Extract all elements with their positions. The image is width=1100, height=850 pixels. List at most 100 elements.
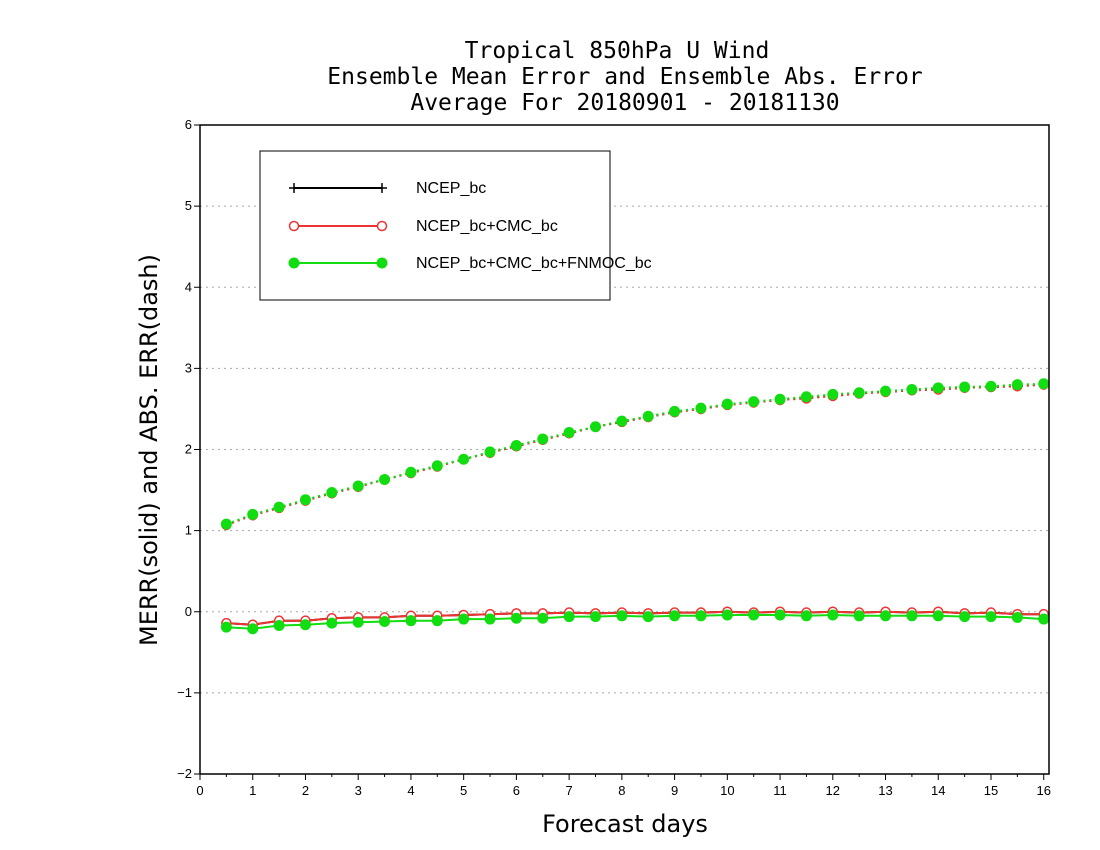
data-point xyxy=(589,421,601,433)
y-tick-label: 2 xyxy=(185,442,192,457)
y-tick-label: 4 xyxy=(185,279,192,294)
data-point xyxy=(288,220,300,232)
data-point xyxy=(458,453,470,465)
data-point xyxy=(299,494,311,506)
y-tick-label: −1 xyxy=(177,685,192,700)
data-point xyxy=(695,402,707,414)
data-point xyxy=(537,612,549,624)
data-point xyxy=(985,380,997,392)
data-point xyxy=(273,620,285,632)
data-point xyxy=(288,257,300,269)
data-point xyxy=(906,383,918,395)
data-point xyxy=(932,382,944,394)
data-point xyxy=(510,612,522,624)
data-point xyxy=(827,609,839,621)
data-point xyxy=(880,385,892,397)
legend-label: NCEP_bc xyxy=(416,180,486,197)
data-point xyxy=(563,611,575,623)
data-point xyxy=(906,610,918,622)
abs-err-line xyxy=(226,382,1044,526)
legend-label: NCEP_bc+CMC_bc xyxy=(416,218,558,235)
data-point xyxy=(616,610,628,622)
title-line-1: Tropical 850hPa U Wind xyxy=(465,38,770,64)
data-point xyxy=(273,501,285,513)
data-point xyxy=(721,609,733,621)
data-point xyxy=(827,388,839,400)
x-tick-label: 5 xyxy=(460,783,467,798)
data-point xyxy=(985,611,997,623)
plot-lines xyxy=(220,378,1050,635)
data-point xyxy=(800,610,812,622)
abs-err-line xyxy=(226,383,1044,526)
data-point xyxy=(352,616,364,628)
data-point xyxy=(299,619,311,631)
y-tick-label: 3 xyxy=(185,360,192,375)
data-point xyxy=(642,611,654,623)
x-tick-label: 4 xyxy=(407,783,414,798)
data-point xyxy=(326,617,338,629)
x-axis: 0 1 2 3 4 5 6 7 8 9 10 11 12 13 14 15 16 xyxy=(196,774,1051,798)
series-group xyxy=(220,378,1050,635)
data-point xyxy=(376,257,388,269)
data-point xyxy=(669,405,681,417)
data-point xyxy=(376,220,388,232)
data-point xyxy=(220,518,232,530)
data-point xyxy=(880,610,892,622)
data-point xyxy=(853,387,865,399)
chart-title: Tropical 850hPa U Wind Ensemble Mean Err… xyxy=(327,38,922,116)
data-point xyxy=(379,615,391,627)
data-point xyxy=(669,610,681,622)
title-line-3: Average For 20180901 - 20181130 xyxy=(410,90,839,116)
data-point xyxy=(932,610,944,622)
data-point xyxy=(1038,378,1050,390)
abs-err-line xyxy=(226,383,1044,526)
data-point xyxy=(220,621,232,633)
y-axis: −2 −1 0 1 2 3 4 5 6 xyxy=(177,117,200,781)
data-point xyxy=(695,610,707,622)
legend: NCEP_bc NCEP_bc+CMC_bc NCEP_bc+CMC_bc+FNMO… xyxy=(259,150,652,301)
x-tick-label: 0 xyxy=(196,783,203,798)
series-group xyxy=(221,379,1049,630)
data-point xyxy=(563,426,575,438)
title-line-2: Ensemble Mean Error and Ensemble Abs. Er… xyxy=(327,64,922,90)
data-point xyxy=(379,474,391,486)
data-point xyxy=(484,613,496,625)
data-point xyxy=(405,466,417,478)
x-axis-label: Forecast days xyxy=(542,810,708,838)
data-point xyxy=(484,446,496,458)
data-point xyxy=(247,623,259,635)
data-point xyxy=(800,391,812,403)
y-tick-label: 0 xyxy=(185,604,192,619)
data-point xyxy=(1011,611,1023,623)
data-point xyxy=(537,433,549,445)
y-axis-label: MERR(solid) and ABS. ERR(dash) xyxy=(135,254,163,646)
data-point xyxy=(431,615,443,627)
data-point xyxy=(589,611,601,623)
legend-label: NCEP_bc+CMC_bc+FNMOC_bc xyxy=(416,255,652,272)
x-tick-label: 15 xyxy=(984,783,998,798)
data-point xyxy=(352,480,364,492)
x-tick-label: 16 xyxy=(1036,783,1050,798)
legend-items: NCEP_bc NCEP_bc+CMC_bc NCEP_bc+CMC_bc+FNMO… xyxy=(288,180,652,272)
data-point xyxy=(458,613,470,625)
legend-entry: NCEP_bc xyxy=(289,180,486,197)
data-point xyxy=(616,415,628,427)
data-point xyxy=(431,460,443,472)
y-tick-label: 1 xyxy=(185,523,192,538)
data-point xyxy=(853,610,865,622)
x-tick-label: 10 xyxy=(720,783,734,798)
x-tick-label: 9 xyxy=(671,783,678,798)
data-point xyxy=(510,439,522,451)
data-point xyxy=(721,398,733,410)
data-point xyxy=(748,609,760,621)
data-point xyxy=(959,381,971,393)
series-group xyxy=(221,379,1049,630)
x-tick-label: 12 xyxy=(826,783,840,798)
x-tick-label: 13 xyxy=(878,783,892,798)
x-tick-label: 11 xyxy=(773,783,787,798)
data-point xyxy=(774,609,786,621)
y-tick-label: 6 xyxy=(185,117,192,132)
data-point xyxy=(247,508,259,520)
data-point xyxy=(1038,613,1050,625)
